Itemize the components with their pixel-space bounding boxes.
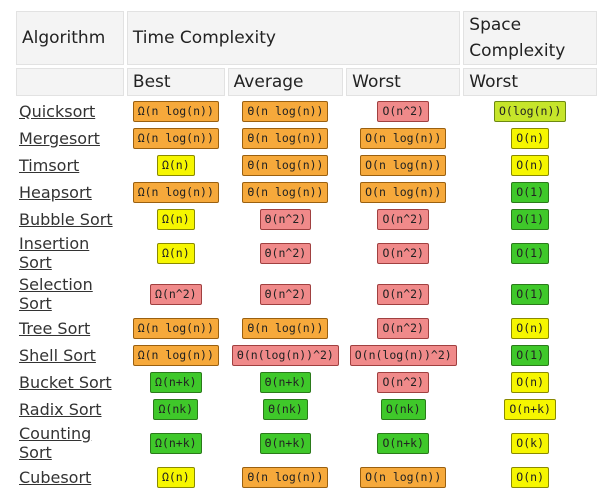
header-blank <box>16 68 124 96</box>
average-badge: Θ(n+k) <box>259 433 312 454</box>
space-badge: O(log(n)) <box>493 101 567 122</box>
best-badge: Ω(n) <box>156 155 195 176</box>
header-algorithm: Algorithm <box>16 11 124 65</box>
space-badge: O(n) <box>511 155 549 176</box>
table-row: Counting Sort Ω(n+k) Θ(n+k) O(n+k) O(k) <box>16 424 597 462</box>
table-row: Radix Sort Ω(nk) Θ(nk) O(nk) O(n+k) <box>16 397 597 421</box>
space-badge: O(1) <box>511 209 549 230</box>
table-row: Shell Sort Ω(n log(n)) Θ(n(log(n))^2) O(… <box>16 343 597 367</box>
header-space-worst: Worst <box>463 68 597 96</box>
complexity-table: Algorithm Time Complexity Space Complexi… <box>13 8 600 492</box>
space-badge: O(n) <box>511 372 549 393</box>
table-row: Mergesort Ω(n log(n)) Θ(n log(n)) O(n lo… <box>16 126 597 150</box>
worst-badge: O(n log(n)) <box>360 128 447 149</box>
table-row: Selection Sort Ω(n^2) Θ(n^2) O(n^2) O(1) <box>16 275 597 313</box>
space-badge: O(1) <box>511 284 549 305</box>
space-badge: O(k) <box>511 433 549 454</box>
header-best: Best <box>126 68 225 96</box>
best-badge: Ω(n^2) <box>150 284 202 305</box>
average-badge: Θ(n^2) <box>259 284 312 305</box>
table-row: Heapsort Ω(n log(n)) Θ(n log(n)) O(n log… <box>16 180 597 204</box>
average-badge: Θ(n^2) <box>259 209 312 230</box>
best-badge: Ω(n+k) <box>150 433 202 454</box>
space-badge: O(n) <box>511 467 549 488</box>
average-badge: Θ(n^2) <box>259 243 312 264</box>
average-badge: Θ(n(log(n))^2) <box>231 345 339 366</box>
average-badge: Θ(n log(n)) <box>242 128 329 149</box>
best-badge: Ω(nk) <box>153 399 199 420</box>
best-badge: Ω(n log(n)) <box>132 128 219 149</box>
algorithm-link[interactable]: Counting Sort <box>19 424 92 462</box>
average-badge: Θ(n log(n)) <box>242 155 329 176</box>
algorithm-link[interactable]: Radix Sort <box>19 399 102 419</box>
best-badge: Ω(n) <box>156 243 195 264</box>
average-badge: Θ(n+k) <box>259 372 312 393</box>
best-badge: Ω(n log(n)) <box>132 101 219 122</box>
worst-badge: O(n log(n)) <box>360 467 447 488</box>
header-average: Average <box>227 68 344 96</box>
algorithm-link[interactable]: Bubble Sort <box>19 209 113 229</box>
worst-badge: O(n^2) <box>377 284 429 305</box>
algorithm-link[interactable]: Bucket Sort <box>19 372 112 392</box>
best-badge: Ω(n log(n)) <box>132 345 219 366</box>
worst-badge: O(nk) <box>380 399 426 420</box>
worst-badge: O(n^2) <box>377 209 429 230</box>
algorithm-link[interactable]: Insertion Sort <box>19 234 90 272</box>
best-badge: Ω(n) <box>156 209 195 230</box>
space-badge: O(n) <box>511 128 549 149</box>
average-badge: Θ(n log(n)) <box>242 101 329 122</box>
table-row: Quicksort Ω(n log(n)) Θ(n log(n)) O(n^2)… <box>16 99 597 123</box>
algorithm-link[interactable]: Selection Sort <box>19 275 93 313</box>
worst-badge: O(n log(n)) <box>360 155 447 176</box>
space-badge: O(1) <box>511 345 549 366</box>
table-row: Timsort Ω(n) Θ(n log(n)) O(n log(n)) O(n… <box>16 153 597 177</box>
worst-badge: O(n^2) <box>377 318 429 339</box>
worst-badge: O(n^2) <box>377 372 429 393</box>
worst-badge: O(n^2) <box>377 101 429 122</box>
algorithm-link[interactable]: Timsort <box>19 155 80 175</box>
worst-badge: O(n(log(n))^2) <box>349 345 457 366</box>
space-badge: O(n+k) <box>504 399 556 420</box>
table-row: Bubble Sort Ω(n) Θ(n^2) O(n^2) O(1) <box>16 207 597 231</box>
algorithm-link[interactable]: Shell Sort <box>19 345 96 365</box>
table-row: Cubesort Ω(n) Θ(n log(n)) O(n log(n)) O(… <box>16 465 597 489</box>
worst-badge: O(n+k) <box>377 433 429 454</box>
average-badge: Θ(nk) <box>263 399 308 420</box>
best-badge: Ω(n+k) <box>150 372 202 393</box>
algorithm-link[interactable]: Mergesort <box>19 128 100 148</box>
space-badge: O(1) <box>511 243 549 264</box>
space-badge: O(n) <box>511 318 549 339</box>
average-badge: Θ(n log(n)) <box>242 467 329 488</box>
best-badge: Ω(n) <box>156 467 195 488</box>
algorithm-link[interactable]: Quicksort <box>19 101 96 121</box>
average-badge: Θ(n log(n)) <box>242 182 329 203</box>
table-row: Bucket Sort Ω(n+k) Θ(n+k) O(n^2) O(n) <box>16 370 597 394</box>
average-badge: Θ(n log(n)) <box>242 318 329 339</box>
header-time-complexity: Time Complexity <box>126 11 461 65</box>
algorithm-link[interactable]: Cubesort <box>19 467 92 487</box>
algorithm-link[interactable]: Tree Sort <box>19 318 91 338</box>
space-badge: O(1) <box>511 182 549 203</box>
worst-badge: O(n^2) <box>377 243 429 264</box>
header-space-complexity: Space Complexity <box>463 11 597 65</box>
table-row: Insertion Sort Ω(n) Θ(n^2) O(n^2) O(1) <box>16 234 597 272</box>
table-row: Tree Sort Ω(n log(n)) Θ(n log(n)) O(n^2)… <box>16 316 597 340</box>
best-badge: Ω(n log(n)) <box>132 318 219 339</box>
header-worst: Worst <box>346 68 461 96</box>
worst-badge: O(n log(n)) <box>360 182 447 203</box>
algorithm-link[interactable]: Heapsort <box>19 182 92 202</box>
best-badge: Ω(n log(n)) <box>132 182 219 203</box>
